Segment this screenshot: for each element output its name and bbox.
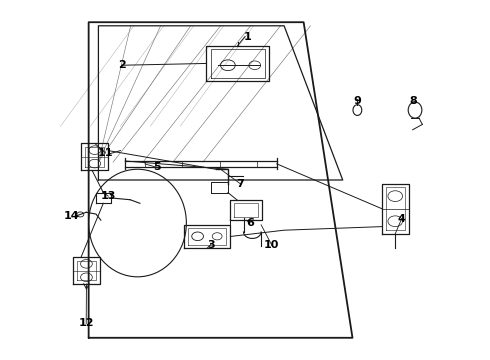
Text: 1: 1 [244, 32, 251, 41]
Text: 9: 9 [353, 96, 361, 106]
Text: 8: 8 [410, 96, 417, 106]
Text: 4: 4 [397, 215, 405, 224]
Text: 6: 6 [246, 218, 254, 228]
Text: 11: 11 [98, 148, 114, 158]
Text: 5: 5 [153, 162, 161, 172]
Text: 10: 10 [264, 240, 280, 250]
Text: 14: 14 [64, 211, 79, 221]
Text: 12: 12 [78, 319, 94, 328]
Text: 3: 3 [207, 239, 215, 249]
Text: 13: 13 [100, 191, 116, 201]
Text: 7: 7 [236, 179, 244, 189]
Text: 2: 2 [118, 60, 126, 70]
